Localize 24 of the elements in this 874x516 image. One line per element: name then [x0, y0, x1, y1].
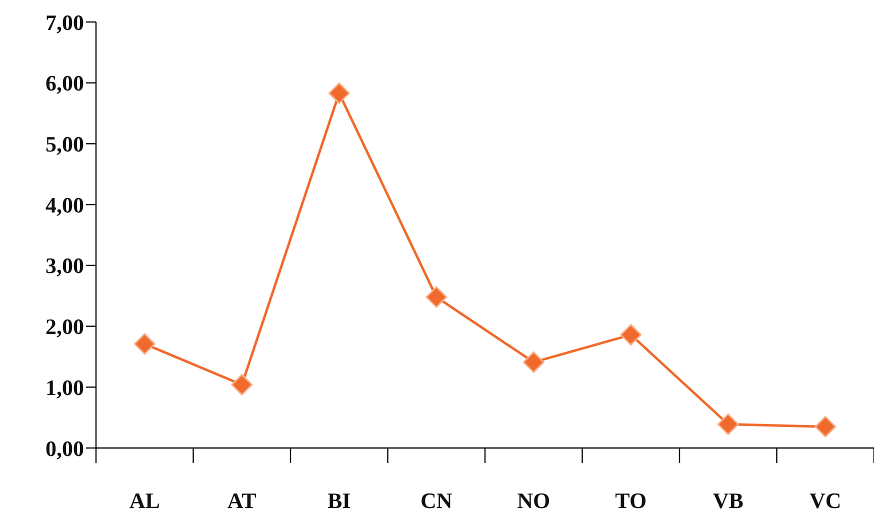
point	[522, 351, 544, 373]
x-tick-label: BI	[328, 488, 351, 513]
point	[620, 324, 642, 346]
y-tick-label: 4,00	[46, 192, 84, 218]
y-tick-label: 5,00	[46, 132, 84, 157]
point	[134, 333, 156, 355]
y-tick-label: 1,00	[46, 374, 84, 400]
y-tick-label: 6,00	[46, 70, 84, 96]
x-tick-label: TO	[615, 488, 647, 513]
x-tick-label: VB	[712, 488, 744, 513]
x-tick-label: AT	[227, 488, 257, 513]
point	[426, 286, 448, 308]
x-tick-label: AL	[129, 488, 160, 513]
point	[328, 82, 350, 104]
point	[814, 416, 836, 438]
x-tick-label: CN	[420, 488, 452, 513]
point	[717, 414, 739, 436]
y-tick-label: 0,00	[46, 436, 84, 461]
point	[231, 374, 253, 396]
y-tick-label: 3,00	[46, 253, 84, 278]
x-tick-label: VC	[809, 488, 842, 513]
y-tick-label: 2,00	[46, 314, 84, 340]
y-tick-label: 7,00	[46, 10, 84, 35]
x-tick-label: NO	[517, 488, 550, 513]
